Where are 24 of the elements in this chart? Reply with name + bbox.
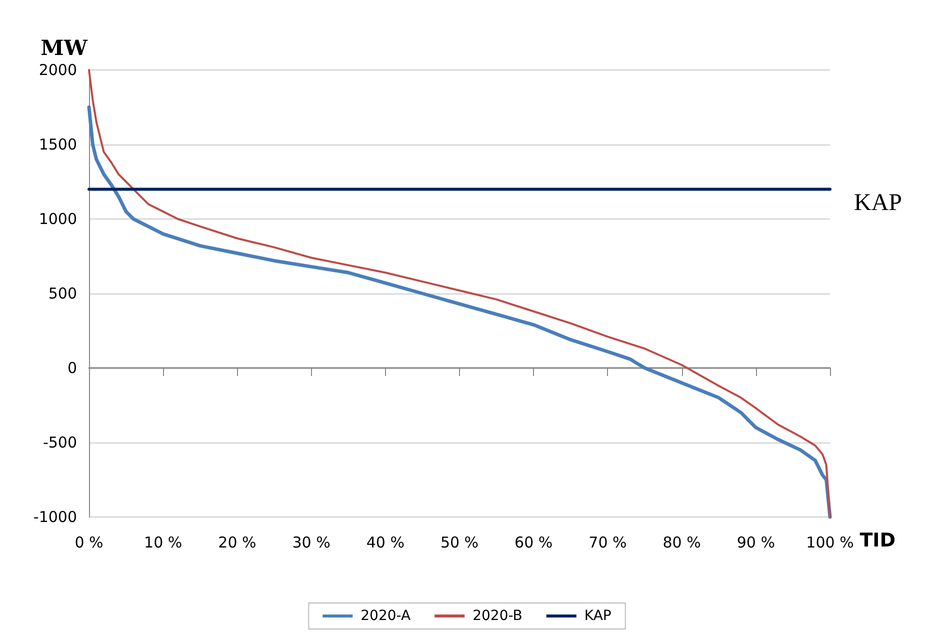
y-tick-label: 500 xyxy=(48,284,77,302)
y-axis-title: MW xyxy=(40,35,88,60)
legend-label: KAP xyxy=(584,608,612,624)
y-tick-label: 1000 xyxy=(38,210,77,228)
x-tick-label: 80 % xyxy=(662,534,701,552)
y-tick-label: -500 xyxy=(42,434,77,452)
y-tick-label: 0 xyxy=(67,359,77,377)
legend-label: 2020-A xyxy=(360,608,412,624)
x-tick-label: 40 % xyxy=(366,534,404,552)
y-tick-label: 2000 xyxy=(38,61,77,79)
x-tick-label: 60 % xyxy=(514,534,553,552)
y-tick-label: -1000 xyxy=(33,508,77,526)
x-tick-label: 50 % xyxy=(440,534,479,552)
x-tick-label: 100 % xyxy=(806,534,854,552)
x-tick-label: 20 % xyxy=(218,534,256,552)
x-tick-label: 70 % xyxy=(588,534,627,552)
x-axis-title: TID xyxy=(860,530,896,552)
x-tick-label: 90 % xyxy=(736,534,775,552)
x-tick-label: 30 % xyxy=(292,534,330,552)
annotation: KAP xyxy=(854,190,902,216)
legend-label: 2020-B xyxy=(472,608,522,624)
x-tick-label: 0 % xyxy=(74,534,104,552)
x-tick-label: 10 % xyxy=(144,534,182,552)
y-tick-label: 1500 xyxy=(38,136,77,154)
